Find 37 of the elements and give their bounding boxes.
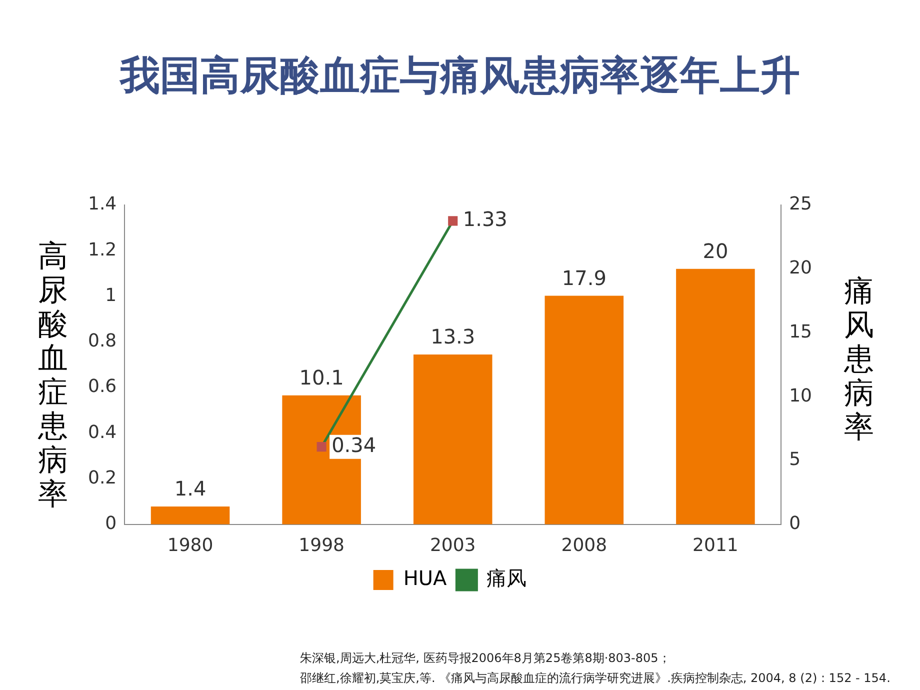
y2-tick-label: 10 [789, 385, 812, 406]
legend-label: HUA [403, 566, 447, 590]
y-tick-label: 0.4 [88, 422, 117, 443]
x-tick-label: 2003 [430, 534, 476, 556]
text: 邵继红,徐耀初,莫宝庆,等. 《痛风与高尿酸血症的流行病学研究进展》.疾病控制杂志, 2004, 8 (2) : 152 - 154. [300, 670, 890, 687]
data-label: 17.9 [562, 266, 606, 290]
y-tick-label: 1.2 [88, 239, 117, 260]
data-label: 10.1 [299, 366, 344, 390]
data-label: 13.3 [430, 324, 476, 349]
y-tick-label: 0 [105, 513, 117, 534]
x-tick-label: 2011 [692, 534, 738, 556]
y-tick-label: 0.2 [88, 467, 117, 488]
data-label: 20 [702, 239, 728, 264]
x-tick-label: 2008 [561, 534, 608, 556]
x-tick-label: 1980 [167, 534, 214, 556]
bar [150, 506, 230, 524]
y2-tick-label: 20 [789, 258, 812, 279]
y2-tick-label: 0 [789, 513, 801, 534]
y-tick-label: 0.8 [88, 330, 117, 352]
bar [413, 354, 492, 524]
y2-axis-title: 痛风患病率 [843, 274, 875, 445]
y-axis-title: 高尿酸血症患病率 [37, 239, 69, 512]
text: 朱深银,周远大,杜冠华, 医药导报2006年8月第25卷第8期·803-805； [300, 650, 672, 667]
bar [544, 296, 624, 524]
y-tick-label: 1.4 [88, 194, 117, 215]
x-tick-label: 1998 [298, 534, 344, 556]
y2-tick-label: 5 [789, 449, 801, 470]
y2-tick-label: 15 [789, 321, 812, 342]
chart-title: 我国高尿酸血症与痛风患病率逐年上升 [118, 52, 801, 101]
y2-tick-label: 25 [789, 194, 812, 215]
legend-label: 痛风 [486, 566, 527, 590]
y-tick-label: 1 [105, 284, 117, 306]
y-tick-label: 0.6 [88, 376, 117, 398]
data-label: 0.34 [332, 433, 376, 458]
bar [676, 268, 755, 524]
data-label: 1.33 [462, 207, 508, 232]
data-label: 1.4 [174, 476, 206, 501]
